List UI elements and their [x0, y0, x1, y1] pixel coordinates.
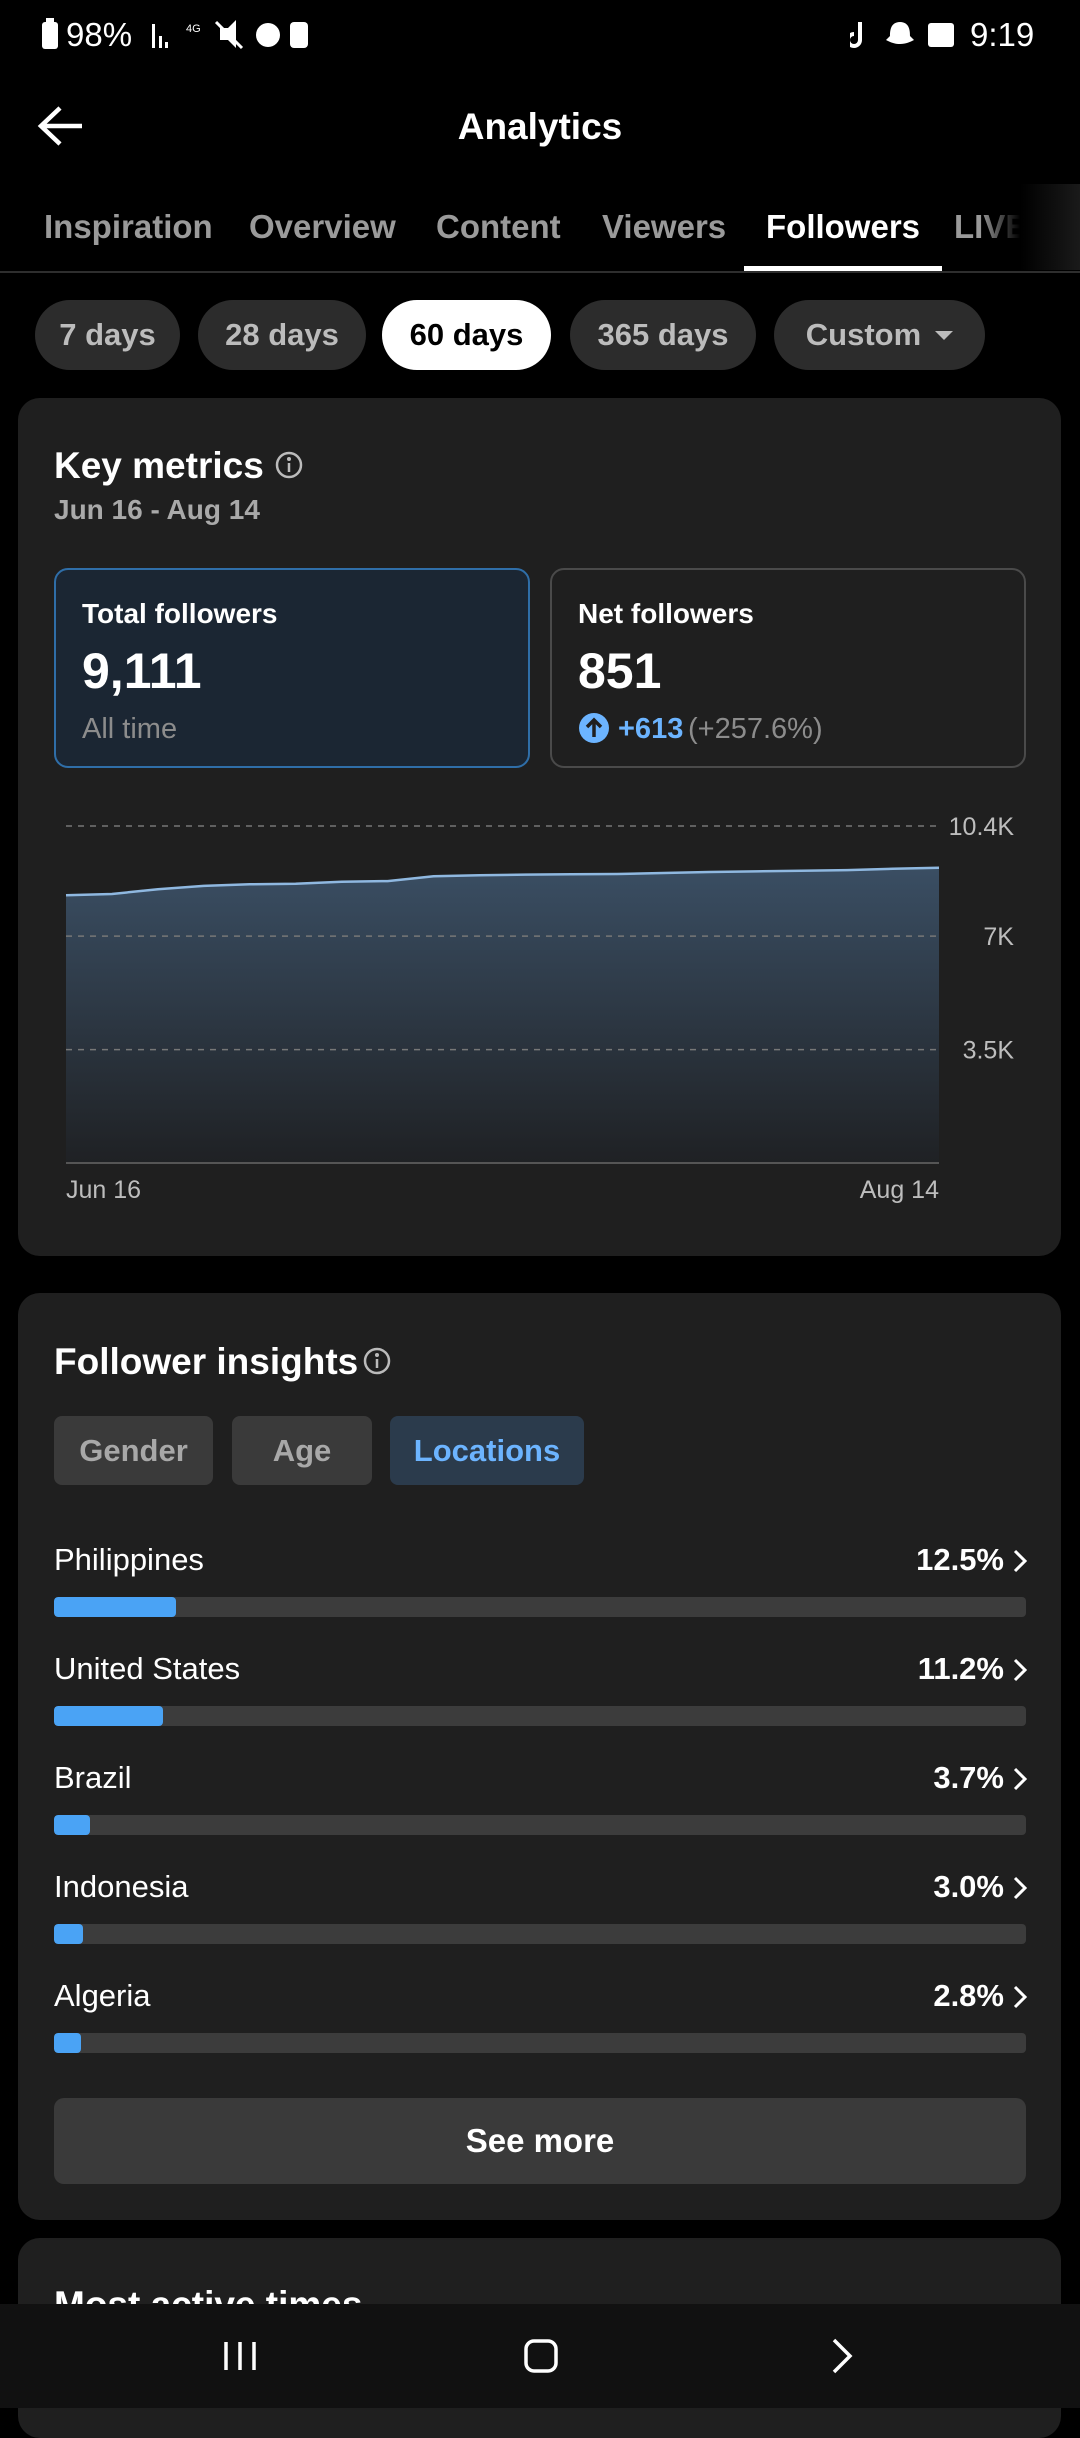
up-icon	[579, 713, 609, 743]
section-title: Key metrics	[54, 445, 264, 486]
y-tick-label: 7K	[983, 923, 1014, 951]
svg-text:4G: 4G	[186, 23, 201, 35]
dropdown-arrow	[935, 331, 954, 340]
battery-level: 98%	[66, 16, 133, 53]
location-name[interactable]: Philippines	[54, 1542, 204, 1577]
filter-label: Gender	[79, 1432, 188, 1468]
location-share: 3.7%	[933, 1760, 1004, 1795]
metric-label: Total followers	[82, 598, 278, 629]
y-tick-label: 3.5K	[963, 1037, 1015, 1065]
bar	[54, 1597, 176, 1617]
tab[interactable]: Inspiration	[44, 208, 213, 245]
nav-bar	[0, 2304, 1080, 2408]
filter-chip[interactable]: Age	[232, 1416, 372, 1485]
location-share: 3.0%	[933, 1869, 1004, 1904]
area	[66, 867, 939, 1163]
battery-icon	[42, 18, 58, 49]
line	[65, 866, 940, 897]
bar	[54, 1706, 163, 1726]
x-tick-label: Jun 16	[66, 1176, 141, 1204]
chevron[interactable]	[1012, 1984, 1028, 2010]
filter-label: Age	[272, 1432, 332, 1468]
metric-value: 851	[578, 643, 662, 699]
range-label: 365 days	[597, 317, 729, 352]
filter-chip[interactable]: Locations	[390, 1416, 584, 1485]
bar	[54, 1924, 84, 1944]
chevron[interactable]	[1012, 1875, 1028, 1901]
tab-underline	[744, 266, 942, 271]
back-button[interactable]	[36, 104, 86, 148]
range-label: 28 days	[225, 317, 339, 352]
tab[interactable]: Content	[436, 208, 561, 245]
tab[interactable]: Overview	[249, 208, 396, 245]
x-tick-label: Aug 14	[860, 1176, 939, 1204]
filter-label: Locations	[413, 1432, 561, 1468]
date-range: Jun 16 - Aug 14	[54, 494, 260, 525]
change: +613	[618, 713, 684, 745]
followers-chart: 3.5K 7K 10.4K Jun 16 Aug 14	[65, 813, 1015, 1204]
chevron[interactable]	[1012, 1657, 1028, 1683]
page-title: Analytics	[457, 106, 623, 147]
info-icon[interactable]	[274, 450, 304, 480]
notification-icons	[850, 22, 954, 48]
range-pill[interactable]: 28 days	[198, 300, 366, 370]
total-followers-box[interactable]: Total followers 9,111 All time	[54, 568, 530, 768]
change-pct: (+257.6%)	[688, 713, 823, 745]
y-tick-label: 10.4K	[949, 813, 1015, 841]
location-name[interactable]: Brazil	[54, 1760, 132, 1795]
tab-fade	[980, 184, 1080, 270]
bar-track	[54, 1924, 1026, 1944]
metric-label: Net followers	[578, 598, 754, 629]
range-pill[interactable]: 7 days	[35, 300, 180, 370]
metric-value: 9,111	[82, 643, 202, 699]
section-title: Follower insights	[54, 1341, 359, 1382]
location-share: 12.5%	[916, 1542, 1004, 1577]
tab[interactable]: Followers	[766, 208, 921, 245]
tab-divider	[0, 271, 1080, 273]
metric-note: All time	[82, 713, 178, 745]
info-icon[interactable]	[362, 1346, 392, 1376]
tab[interactable]: Viewers	[602, 208, 727, 245]
range-label: Custom	[805, 317, 922, 352]
see-more-button[interactable]: See more	[54, 2098, 1026, 2184]
bar	[54, 2033, 82, 2053]
bar-track	[54, 1706, 1026, 1726]
chevron[interactable]	[1012, 1548, 1028, 1574]
net-followers-box[interactable]: Net followers 851 +613 (+257.6%)	[550, 568, 1026, 768]
filter-chip[interactable]: Gender	[54, 1416, 213, 1485]
location-name[interactable]: Algeria	[54, 1978, 151, 2013]
nav-buttons	[224, 2338, 853, 2374]
location-name[interactable]: Indonesia	[54, 1869, 189, 1904]
clock: 9:19	[970, 16, 1035, 53]
chevron[interactable]	[1012, 1766, 1028, 1792]
bar-track	[54, 1597, 1026, 1617]
location-share: 11.2%	[917, 1651, 1004, 1686]
range-label: 60 days	[409, 317, 524, 352]
location-name[interactable]: United States	[54, 1651, 241, 1686]
location-share: 2.8%	[933, 1978, 1004, 2013]
bar	[54, 1815, 90, 1835]
range-pill[interactable]: Custom	[774, 300, 985, 370]
status-icons: 4G	[152, 20, 308, 50]
bar-track	[54, 2033, 1026, 2053]
bar-track	[54, 1815, 1026, 1835]
range-pill[interactable]: 365 days	[570, 300, 756, 370]
range-label: 7 days	[59, 317, 156, 352]
range-pill[interactable]: 60 days	[382, 300, 551, 370]
